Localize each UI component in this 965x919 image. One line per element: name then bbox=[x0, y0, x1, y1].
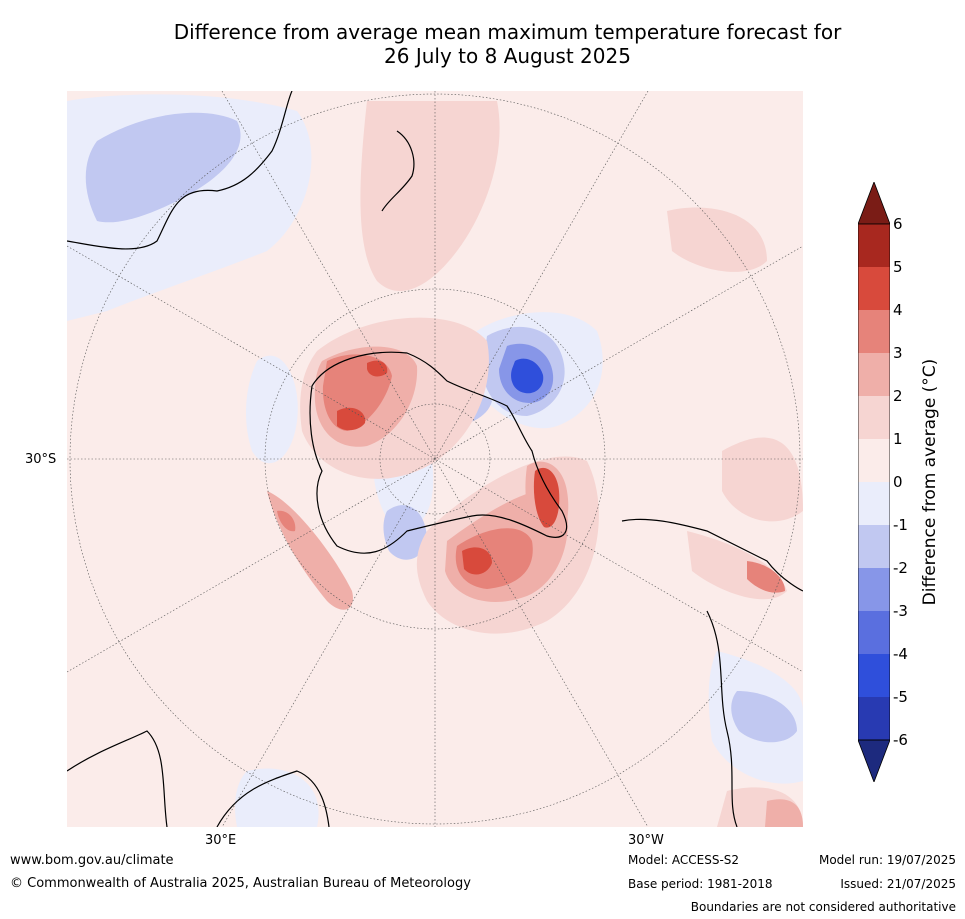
graticule bbox=[67, 91, 803, 827]
colorbar-tick-label: -1 bbox=[893, 516, 908, 534]
south-america-coastline bbox=[621, 518, 803, 827]
colorbar-segment bbox=[858, 353, 890, 396]
colorbar-segment bbox=[858, 611, 890, 654]
footer-copyright: © Commonwealth of Australia 2025, Austra… bbox=[10, 876, 471, 891]
colorbar-tick-label: 3 bbox=[893, 344, 903, 362]
footer-url: www.bom.gov.au/climate bbox=[10, 853, 174, 868]
negative-anomaly-region bbox=[85, 112, 241, 223]
colorbar-segment bbox=[858, 439, 890, 482]
colorbar-segment bbox=[858, 396, 890, 439]
new-zealand-coastline bbox=[381, 130, 415, 212]
colorbar-tick-label: 0 bbox=[893, 473, 903, 491]
colorbar-tick-label: 2 bbox=[893, 387, 903, 405]
positive-anomaly-region bbox=[360, 101, 500, 291]
colorbar-tick-label: -6 bbox=[893, 731, 908, 749]
colorbar-segment bbox=[858, 697, 890, 740]
colorbar-tick-label: -3 bbox=[893, 602, 908, 620]
footer-model: Model: ACCESS-S2 bbox=[628, 853, 740, 867]
negative-anomaly-region bbox=[235, 768, 319, 827]
positive-anomaly-region bbox=[722, 437, 803, 522]
australia-coastline bbox=[67, 91, 293, 250]
footer-base-period: Base period: 1981-2018 bbox=[628, 877, 773, 891]
colorbar-label: Difference from average (°C) bbox=[920, 358, 940, 606]
title-line-2: 26 July to 8 August 2025 bbox=[384, 44, 631, 68]
title-line-1: Difference from average mean maximum tem… bbox=[173, 20, 842, 44]
positive-anomaly-region bbox=[747, 561, 785, 593]
lon-label-30e: 30°E bbox=[205, 833, 237, 848]
negative-anomaly-region bbox=[245, 355, 298, 464]
colorbar bbox=[858, 182, 890, 782]
colorbar-tick-label: 1 bbox=[893, 430, 903, 448]
colorbar-segment bbox=[858, 310, 890, 353]
footer-issued: Issued: 21/07/2025 bbox=[840, 877, 956, 891]
positive-anomaly-region bbox=[462, 547, 492, 575]
lon-label-30w: 30°W bbox=[628, 833, 664, 848]
colorbar-segment bbox=[858, 654, 890, 697]
colorbar-segment bbox=[858, 568, 890, 611]
colorbar-frame bbox=[858, 223, 890, 741]
colorbar-tick-label: 5 bbox=[893, 258, 903, 276]
colorbar-extend-min bbox=[858, 739, 890, 782]
negative-anomaly-region bbox=[731, 691, 797, 743]
positive-anomaly-region bbox=[337, 407, 366, 431]
positive-anomaly-region bbox=[667, 207, 767, 272]
colorbar-segment bbox=[858, 224, 890, 267]
colorbar-tick-label: 6 bbox=[893, 215, 903, 233]
colorbar-segment bbox=[858, 525, 890, 568]
positive-anomaly-region bbox=[765, 799, 803, 827]
negative-anomaly-region bbox=[511, 358, 544, 394]
positive-anomaly-region bbox=[533, 467, 560, 528]
africa-coastline bbox=[67, 730, 330, 827]
map-title: Difference from average mean maximum tem… bbox=[60, 20, 955, 68]
positive-anomaly-region bbox=[367, 360, 388, 377]
colorbar-tick-label: -2 bbox=[893, 559, 908, 577]
colorbar-tick-label: -5 bbox=[893, 688, 908, 706]
polar-stereographic-map bbox=[67, 91, 803, 827]
colorbar-extend-max bbox=[858, 182, 890, 225]
lat-label-30s: 30°S bbox=[25, 452, 57, 467]
footer-model-run: Model run: 19/07/2025 bbox=[818, 853, 956, 867]
positive-anomaly-region bbox=[277, 510, 296, 532]
colorbar-tick-label: -4 bbox=[893, 645, 908, 663]
footer-disclaimer: Boundaries are not considered authoritat… bbox=[690, 900, 956, 914]
colorbar-tick-label: 4 bbox=[893, 301, 903, 319]
antarctica-coastline bbox=[309, 351, 568, 554]
colorbar-segment bbox=[858, 482, 890, 525]
colorbar-segment bbox=[858, 267, 890, 310]
